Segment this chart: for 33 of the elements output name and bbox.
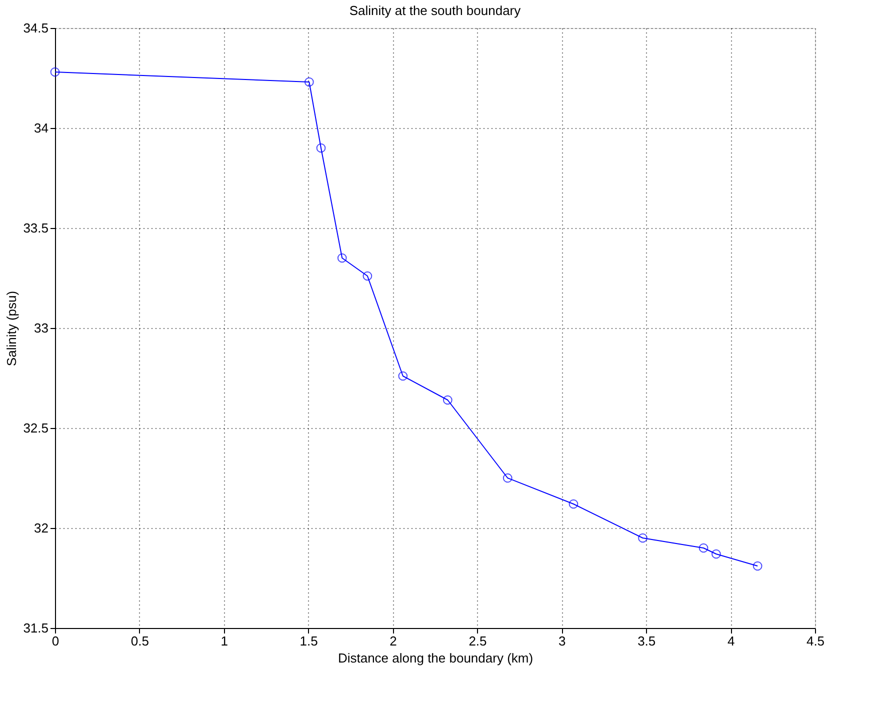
- y-tick-label: 33: [34, 320, 48, 336]
- y-tick-label: 34.5: [23, 20, 48, 36]
- y-tick-label: 34: [34, 120, 48, 136]
- point: [398, 371, 408, 381]
- point: [304, 77, 314, 87]
- x-tick-label: 2.5: [468, 634, 487, 648]
- y-tick-label: 33.5: [23, 220, 48, 236]
- point: [638, 533, 648, 543]
- x-tick-label: 4.5: [806, 634, 825, 648]
- point: [712, 549, 721, 559]
- point: [568, 499, 578, 509]
- point: [337, 253, 347, 263]
- x-tick-label: 0.5: [130, 634, 149, 648]
- point: [50, 67, 60, 77]
- x-tick-label: 2: [390, 634, 397, 648]
- point: [752, 561, 762, 571]
- y-tick-label: 32.5: [23, 420, 48, 436]
- chart-title: Salinity at the south boundary: [349, 3, 522, 18]
- x-tick-label: 1: [220, 634, 228, 648]
- x-tick-label: 3.5: [638, 634, 656, 648]
- y-tick-label: 31.5: [23, 620, 48, 636]
- point: [316, 143, 326, 153]
- x-tick-label: 3: [558, 634, 566, 648]
- point: [362, 271, 372, 281]
- point: [698, 543, 708, 553]
- x-tick-label: 4: [727, 634, 735, 648]
- point: [502, 473, 512, 483]
- x-tick-label: 1.5: [300, 634, 318, 648]
- x-axis-title: Distance along the boundary (km): [338, 650, 534, 666]
- point: [442, 395, 452, 405]
- x-tick-label: 0: [52, 634, 60, 648]
- y-axis-title: Salinity (psu): [4, 290, 20, 366]
- y-tick-label: 32: [34, 520, 48, 536]
